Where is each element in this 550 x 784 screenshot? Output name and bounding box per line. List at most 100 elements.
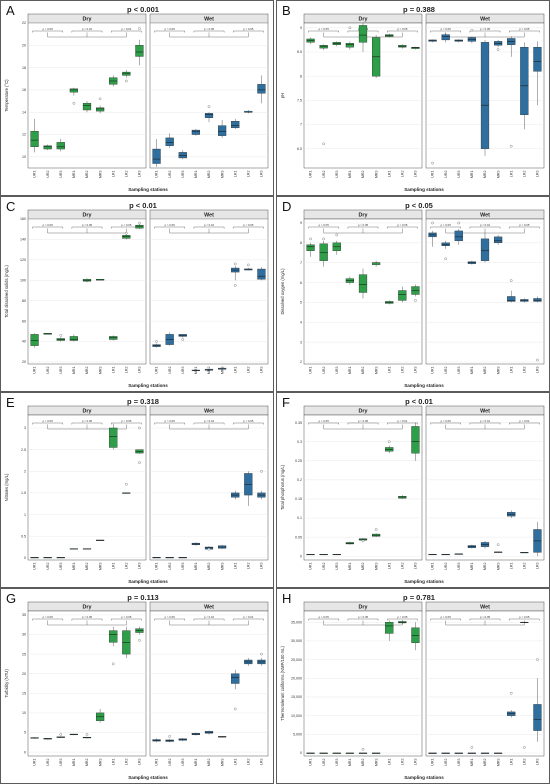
bracket-line bbox=[308, 422, 339, 425]
x-tick-label: MR2 bbox=[85, 367, 89, 375]
y-tick-label: 60 bbox=[22, 319, 26, 323]
box bbox=[372, 262, 381, 265]
p-value-title: p = 0.781 bbox=[403, 593, 435, 602]
bracket-label: p > 0.05 bbox=[519, 223, 530, 227]
bracket-line bbox=[233, 30, 264, 33]
plot-area bbox=[303, 610, 423, 757]
x-tick-label: UR3 bbox=[457, 563, 461, 570]
x-tick-label: UR3 bbox=[181, 367, 185, 374]
x-tick-label: LR2 bbox=[523, 758, 527, 765]
y-tick-label: 100 bbox=[20, 278, 26, 282]
bracket-line bbox=[430, 422, 461, 425]
outlier-point bbox=[138, 221, 141, 225]
bracket-line bbox=[430, 30, 461, 33]
y-tick-label: 0.2 bbox=[297, 478, 302, 482]
panel-letter: B bbox=[282, 3, 291, 18]
box bbox=[231, 673, 240, 684]
box bbox=[358, 274, 368, 293]
x-tick-label: MR3 bbox=[496, 759, 500, 767]
x-tick-label: MR1 bbox=[194, 759, 198, 767]
x-tick-label: MR1 bbox=[470, 563, 474, 571]
bracket-line bbox=[387, 422, 418, 425]
facet-label: Dry bbox=[83, 213, 92, 219]
box bbox=[30, 131, 39, 147]
bracket-line bbox=[71, 30, 103, 33]
box bbox=[135, 224, 144, 229]
panel-letter: D bbox=[282, 199, 291, 214]
x-tick-label: LR2 bbox=[523, 170, 527, 177]
x-tick-label: LR1 bbox=[233, 170, 237, 177]
x-axis-title: Sampling stations bbox=[128, 579, 168, 584]
facet-label: Dry bbox=[359, 409, 368, 415]
box bbox=[385, 622, 394, 634]
x-tick-label: LR3 bbox=[260, 562, 264, 569]
p-value-title: p < 0.001 bbox=[127, 5, 159, 14]
bracket-label: p > 0.05 bbox=[319, 419, 330, 423]
facet-label: Wet bbox=[480, 17, 490, 23]
outlier-point bbox=[348, 26, 352, 30]
outlier-point bbox=[431, 161, 434, 165]
panel-letter: E bbox=[6, 395, 15, 410]
facet-wet: Wet p > 0.05 p < 0.01 p < 0.01 UR1 UR2 UR3 MR1 M… bbox=[425, 405, 545, 571]
box bbox=[152, 148, 161, 164]
x-tick-label: UR3 bbox=[59, 563, 63, 570]
y-tick-label: 5,000 bbox=[293, 733, 302, 737]
bracket-line bbox=[387, 618, 418, 621]
box bbox=[306, 244, 315, 251]
outlier-point bbox=[536, 358, 539, 362]
box bbox=[109, 630, 118, 643]
y-tick-label: 4 bbox=[300, 320, 302, 324]
x-tick-label: MR3 bbox=[374, 759, 378, 767]
bracket-label: p > 0.05 bbox=[319, 615, 330, 619]
bracket-line bbox=[193, 226, 225, 229]
y-tick-label: 35 bbox=[22, 613, 26, 617]
box bbox=[257, 84, 266, 94]
x-tick-label: MR2 bbox=[85, 171, 89, 179]
bracket-line bbox=[32, 618, 63, 621]
box bbox=[533, 298, 542, 302]
x-tick-label: LR2 bbox=[523, 562, 527, 569]
bracket-label: p > 0.05 bbox=[121, 615, 132, 619]
bracket-line bbox=[193, 618, 225, 621]
x-tick-label: MR2 bbox=[361, 759, 365, 767]
bracket-line bbox=[509, 30, 540, 33]
y-tick-label: 9 bbox=[300, 221, 302, 225]
y-tick-label: 18 bbox=[22, 66, 26, 70]
facet-dry: Dry p > 0.05 p < 0.01 p < 0.01 UR1 UR2 UR3 MR1 M… bbox=[27, 13, 147, 179]
y-tick-label: 0.3 bbox=[297, 440, 302, 444]
x-tick-label: MR2 bbox=[207, 171, 211, 179]
y-tick-label: 5 bbox=[24, 731, 26, 735]
bracket-line bbox=[308, 30, 339, 33]
x-tick-label: LR2 bbox=[125, 366, 129, 373]
bracket-label: p > 0.05 bbox=[165, 223, 176, 227]
outlier-point bbox=[536, 658, 539, 661]
x-tick-label: LR3 bbox=[536, 366, 540, 373]
facet-wet: Wet p > 0.05 p > 0.05 p < 0.05 UR1 UR2 UR3 MR1 M… bbox=[425, 601, 545, 767]
bracket-label: p > 0.05 bbox=[82, 615, 93, 619]
box bbox=[533, 46, 542, 72]
outlier-point bbox=[138, 639, 141, 642]
outlier-point bbox=[509, 279, 513, 282]
x-tick-label: LR1 bbox=[509, 562, 513, 569]
bracket-label: p < 0.05 bbox=[243, 419, 254, 423]
y-tick-label: 14 bbox=[22, 110, 26, 114]
bracket-label: p > 0.05 bbox=[43, 615, 54, 619]
x-tick-label: MR3 bbox=[220, 563, 224, 571]
y-tick-label: 10,000 bbox=[291, 714, 302, 718]
x-tick-label: UR2 bbox=[322, 563, 326, 570]
y-tick-label: 20,000 bbox=[291, 676, 302, 680]
x-axis-title: Sampling stations bbox=[404, 775, 444, 780]
outlier-point bbox=[361, 747, 365, 751]
y-tick-label: 9 bbox=[300, 26, 302, 30]
x-tick-label: LR1 bbox=[111, 758, 115, 765]
y-tick-label: 0 bbox=[300, 751, 302, 755]
bracket-line bbox=[347, 618, 379, 621]
bracket-line bbox=[469, 30, 501, 33]
facet-wet: Wet p > 0.05 p < 0.01 p < 0.05 UR1 UR2 UR3 MR1 M… bbox=[149, 405, 269, 571]
bracket-label: p > 0.05 bbox=[243, 27, 254, 31]
bracket-label: p > 0.05 bbox=[43, 419, 54, 423]
box bbox=[43, 145, 52, 150]
outlier-point bbox=[168, 735, 171, 738]
outlier-point bbox=[181, 338, 185, 341]
